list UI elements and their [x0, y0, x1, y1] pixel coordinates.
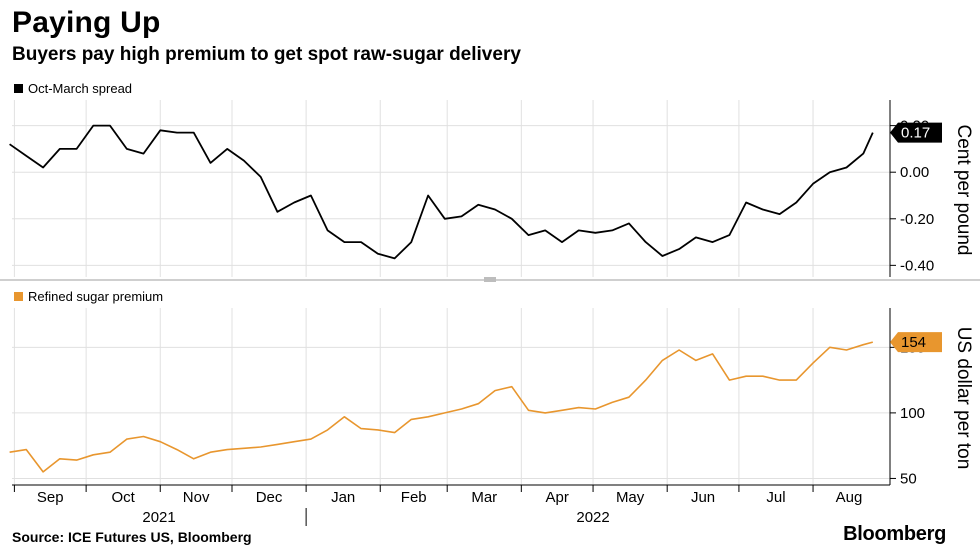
x-tick-label: Aug	[836, 489, 863, 506]
source-note: Source: ICE Futures US, Bloomberg	[12, 529, 252, 545]
last-value-label: 0.17	[901, 125, 930, 142]
y-tick-label: -0.40	[900, 257, 934, 274]
y-tick-label: -0.20	[900, 211, 934, 228]
bloomberg-logo: Bloomberg	[843, 523, 946, 545]
chart-subtitle: Buyers pay high premium to get spot raw-…	[12, 44, 521, 65]
last-value-label: 154	[901, 334, 926, 351]
legend-spread-swatch	[14, 84, 23, 93]
y-axis-title-premium: US dollar per ton	[953, 327, 974, 470]
last-value-badge-bg	[890, 332, 942, 353]
legend-premium-label: Refined sugar premium	[28, 289, 164, 304]
panel-resize-handle	[484, 277, 496, 282]
last-value-badge: 154	[890, 332, 942, 353]
y-tick-label: 100	[900, 405, 925, 422]
premium-series-line	[9, 341, 874, 473]
year-label-2022: 2022	[576, 509, 609, 526]
x-tick-label: Dec	[256, 489, 283, 506]
x-tick-label: Apr	[546, 489, 569, 506]
y-tick-label: 0.00	[900, 164, 929, 181]
x-tick-label: Jul	[766, 489, 785, 506]
legend-spread: Oct-March spread	[14, 81, 132, 96]
last-value-badge: 0.17	[890, 122, 942, 143]
legend-spread-label: Oct-March spread	[28, 81, 133, 96]
spread-series-line	[9, 124, 874, 260]
year-label-2021: 2021	[142, 509, 175, 526]
legend-premium-swatch	[14, 292, 23, 301]
chart-title: Paying Up	[12, 6, 161, 39]
x-tick-label: Jan	[331, 489, 355, 506]
legend-premium: Refined sugar premium	[14, 289, 163, 304]
x-tick-label: Nov	[183, 489, 210, 506]
y-tick-label: 50	[900, 470, 917, 487]
y-axis-title-spread: Cent per pound	[953, 125, 974, 256]
x-tick-label: Oct	[112, 489, 136, 506]
x-tick-label: Mar	[471, 489, 497, 506]
x-tick-label: Jun	[691, 489, 715, 506]
x-tick-label: Feb	[401, 489, 427, 506]
x-tick-label: May	[616, 489, 645, 506]
x-tick-label: Sep	[37, 489, 64, 506]
last-value-badge-bg	[890, 122, 942, 143]
